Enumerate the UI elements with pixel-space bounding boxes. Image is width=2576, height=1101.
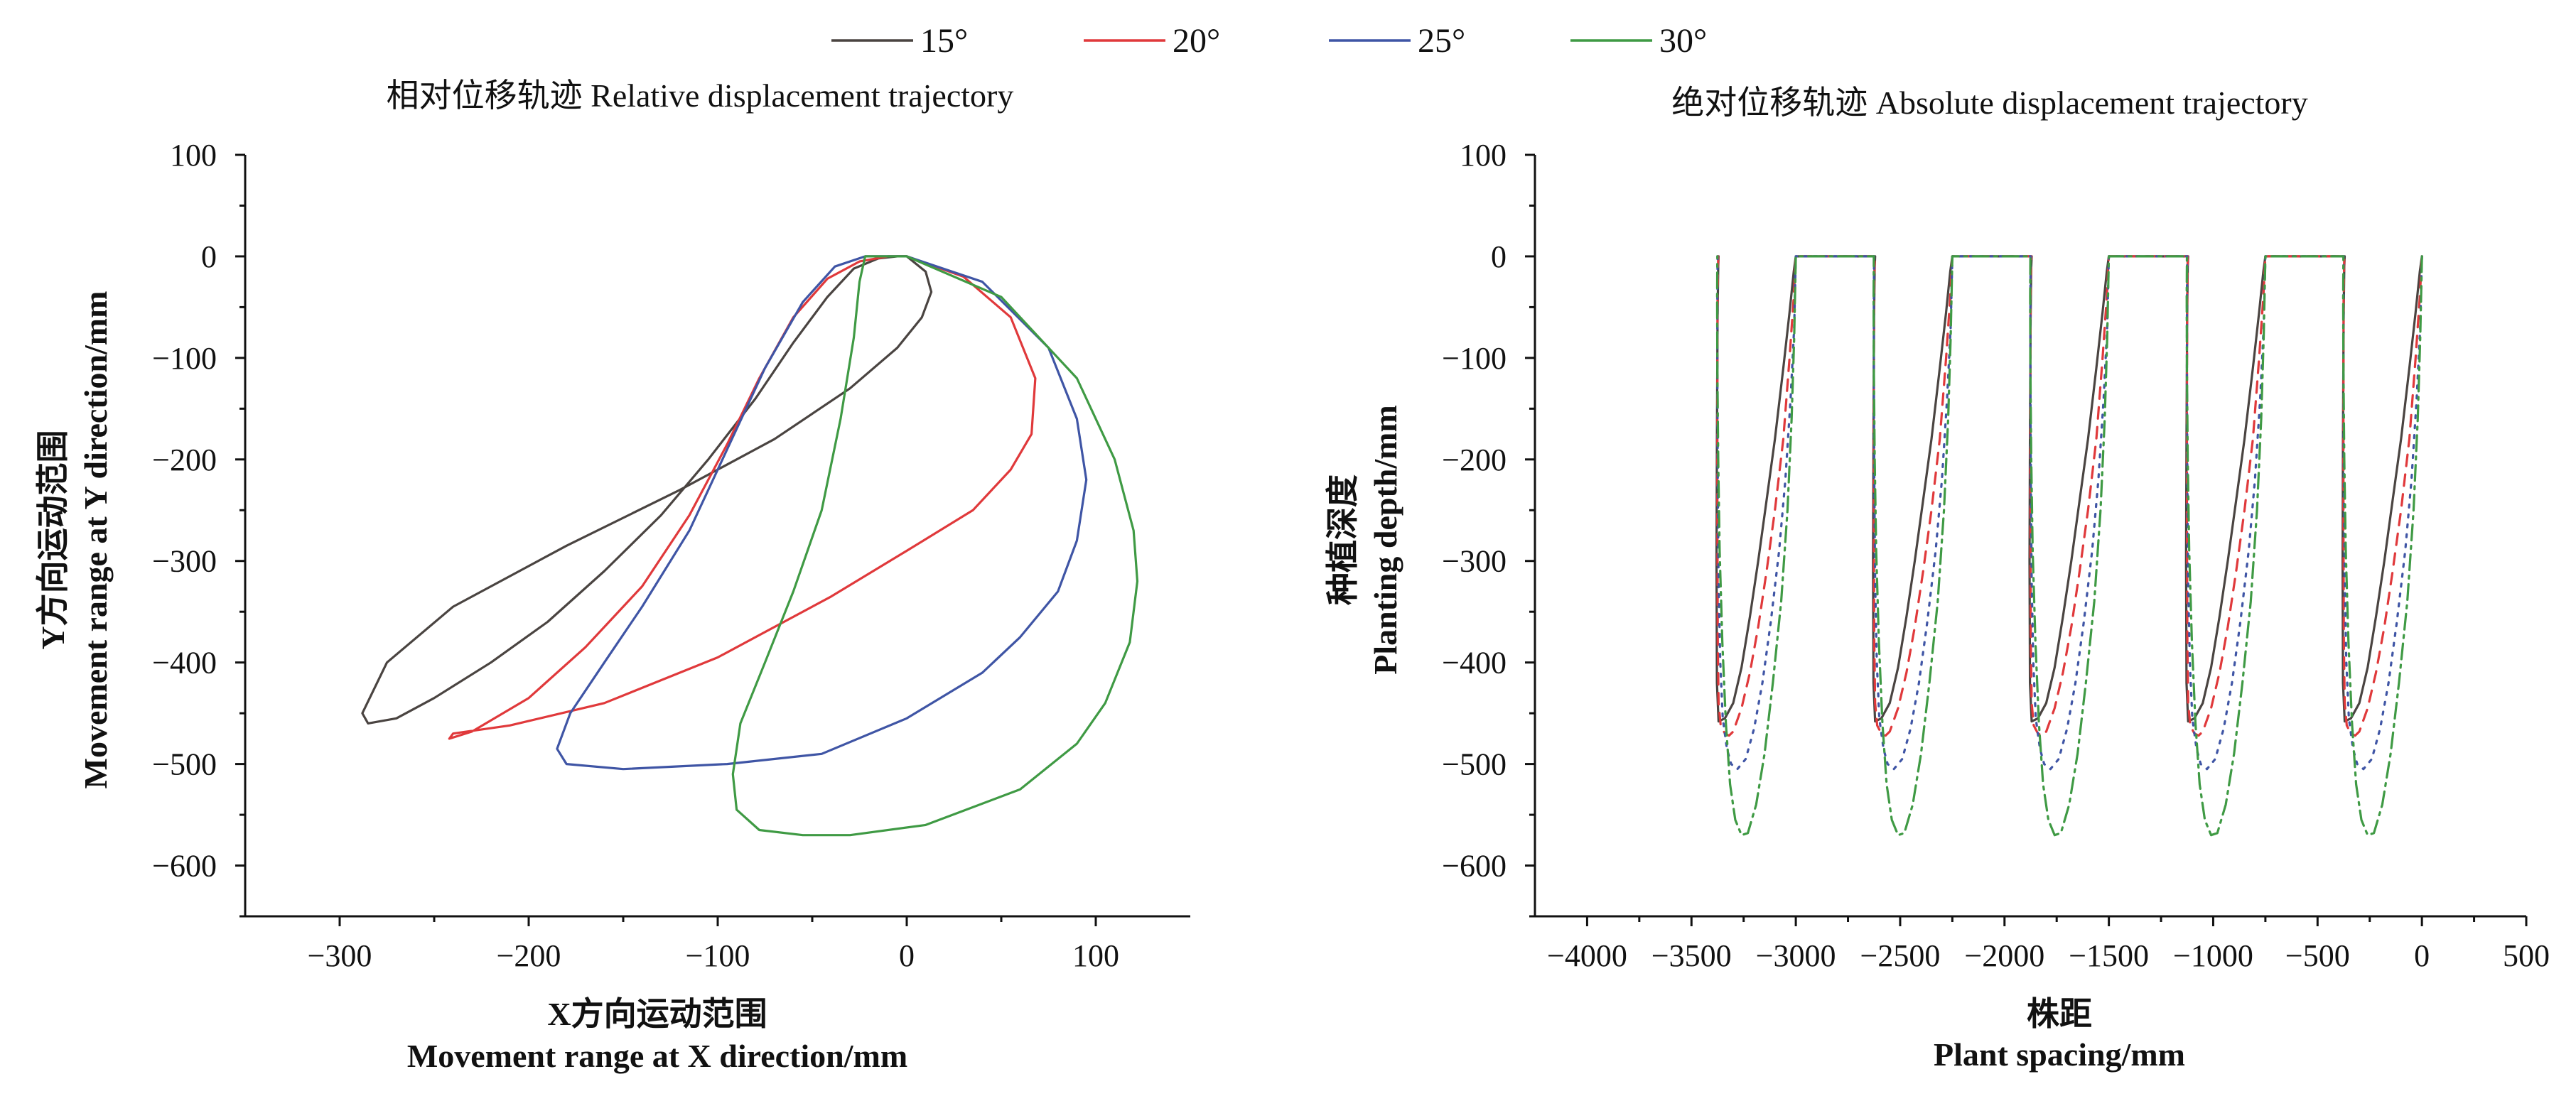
absolute-y-axis: 100 0 −100 −200 −300 −400 −500 −600 <box>1442 138 1536 918</box>
relative-y-tick-label: 0 <box>201 239 217 274</box>
absolute-x-tick-label: −3500 <box>1651 938 1732 973</box>
absolute-series-15 <box>1715 255 2423 723</box>
absolute-y-tick-label: −500 <box>1442 747 1507 782</box>
absolute-y-tick-label: −200 <box>1442 443 1507 477</box>
relative-series-15 <box>361 255 933 725</box>
relative-x-axis: −300 −200 −100 0 100 <box>245 915 1190 973</box>
absolute-y-tick-label: −400 <box>1442 646 1507 680</box>
relative-y-tick-label: −300 <box>152 544 217 579</box>
absolute-y-tick-label: 0 <box>1491 239 1507 274</box>
absolute-y-tick-label: −300 <box>1442 544 1507 579</box>
legend-label-20: 20° <box>1173 22 1220 60</box>
absolute-x-tick-label: −2500 <box>1860 938 1941 973</box>
absolute-series-25 <box>1716 255 2423 771</box>
legend-label-25: 25° <box>1418 22 1465 60</box>
legend-item-15: 15° <box>831 22 968 60</box>
relative-y-axis: 100 0 −100 −200 −300 −400 −500 −600 <box>152 138 247 918</box>
absolute-x-tick-label: 0 <box>2414 938 2430 973</box>
relative-series-30 <box>731 255 1139 837</box>
relative-x-axis-title-en: Movement range at X direction/mm <box>407 1038 907 1074</box>
legend-item-20: 20° <box>1084 22 1220 60</box>
absolute-x-axis-title-en: Plant spacing/mm <box>1934 1036 2185 1073</box>
absolute-x-axis: −4000 −3500 −3000 −2500 −2000 −1500 −1000 −500 0… <box>1535 915 2550 973</box>
relative-x-tick-label: −200 <box>497 938 561 973</box>
absolute-series-30 <box>1715 255 2423 837</box>
legend: 15° 20° 25° 30° <box>831 22 1707 60</box>
relative-chart-title: 相对位移轨迹 Relative displacement trajectory <box>387 77 1014 114</box>
relative-y-tick-label: −100 <box>152 341 217 376</box>
relative-y-tick-label: −500 <box>152 747 217 782</box>
absolute-x-tick-label: −4000 <box>1547 938 1627 973</box>
relative-x-tick-label: −100 <box>686 938 750 973</box>
absolute-x-tick-label: −1500 <box>2069 938 2149 973</box>
relative-series-20 <box>448 255 1037 740</box>
relative-y-tick-label: −200 <box>152 443 217 477</box>
relative-series-group <box>361 255 1139 837</box>
legend-item-25: 25° <box>1329 22 1465 60</box>
absolute-chart-title: 绝对位移轨迹 Absolute displacement trajectory <box>1671 85 2308 121</box>
absolute-series-group <box>1715 255 2423 837</box>
absolute-x-tick-label: −500 <box>2285 938 2350 973</box>
relative-x-tick-label: −300 <box>308 938 372 973</box>
absolute-y-axis-title-cn: 种植深度 <box>1325 474 1361 605</box>
relative-series-25 <box>556 255 1088 771</box>
relative-x-tick-label: 0 <box>899 938 915 973</box>
absolute-y-axis-title-en: Planting depth/mm <box>1367 405 1403 675</box>
relative-x-axis-title-cn: X方向运动范围 <box>547 996 767 1032</box>
absolute-y-tick-label: 100 <box>1460 138 1507 173</box>
relative-y-axis-title-cn: Y方向运动范围 <box>35 430 71 649</box>
relative-trajectory-chart: 相对位移轨迹 Relative displacement trajectory … <box>35 77 1190 1074</box>
absolute-x-tick-label: −3000 <box>1756 938 1836 973</box>
absolute-x-axis-title-cn: 株距 <box>2027 996 2092 1032</box>
legend-label-15: 15° <box>920 22 968 60</box>
relative-y-tick-label: −600 <box>152 849 217 884</box>
legend-label-30: 30° <box>1659 22 1707 60</box>
absolute-y-tick-label: −100 <box>1442 341 1507 376</box>
absolute-x-tick-label: −1000 <box>2173 938 2253 973</box>
absolute-y-tick-label: −600 <box>1442 849 1507 884</box>
relative-y-tick-label: 100 <box>170 138 217 173</box>
absolute-series-20 <box>1716 255 2423 737</box>
relative-y-tick-label: −400 <box>152 646 217 680</box>
absolute-x-tick-label: −2000 <box>1964 938 2044 973</box>
relative-x-tick-label: 100 <box>1072 938 1119 973</box>
absolute-trajectory-chart: 绝对位移轨迹 Absolute displacement trajectory … <box>1325 85 2550 1073</box>
relative-y-axis-title-en: Movement range at Y direction/mm <box>77 291 114 789</box>
absolute-x-tick-label: 500 <box>2503 938 2550 973</box>
legend-item-30: 30° <box>1570 22 1707 60</box>
